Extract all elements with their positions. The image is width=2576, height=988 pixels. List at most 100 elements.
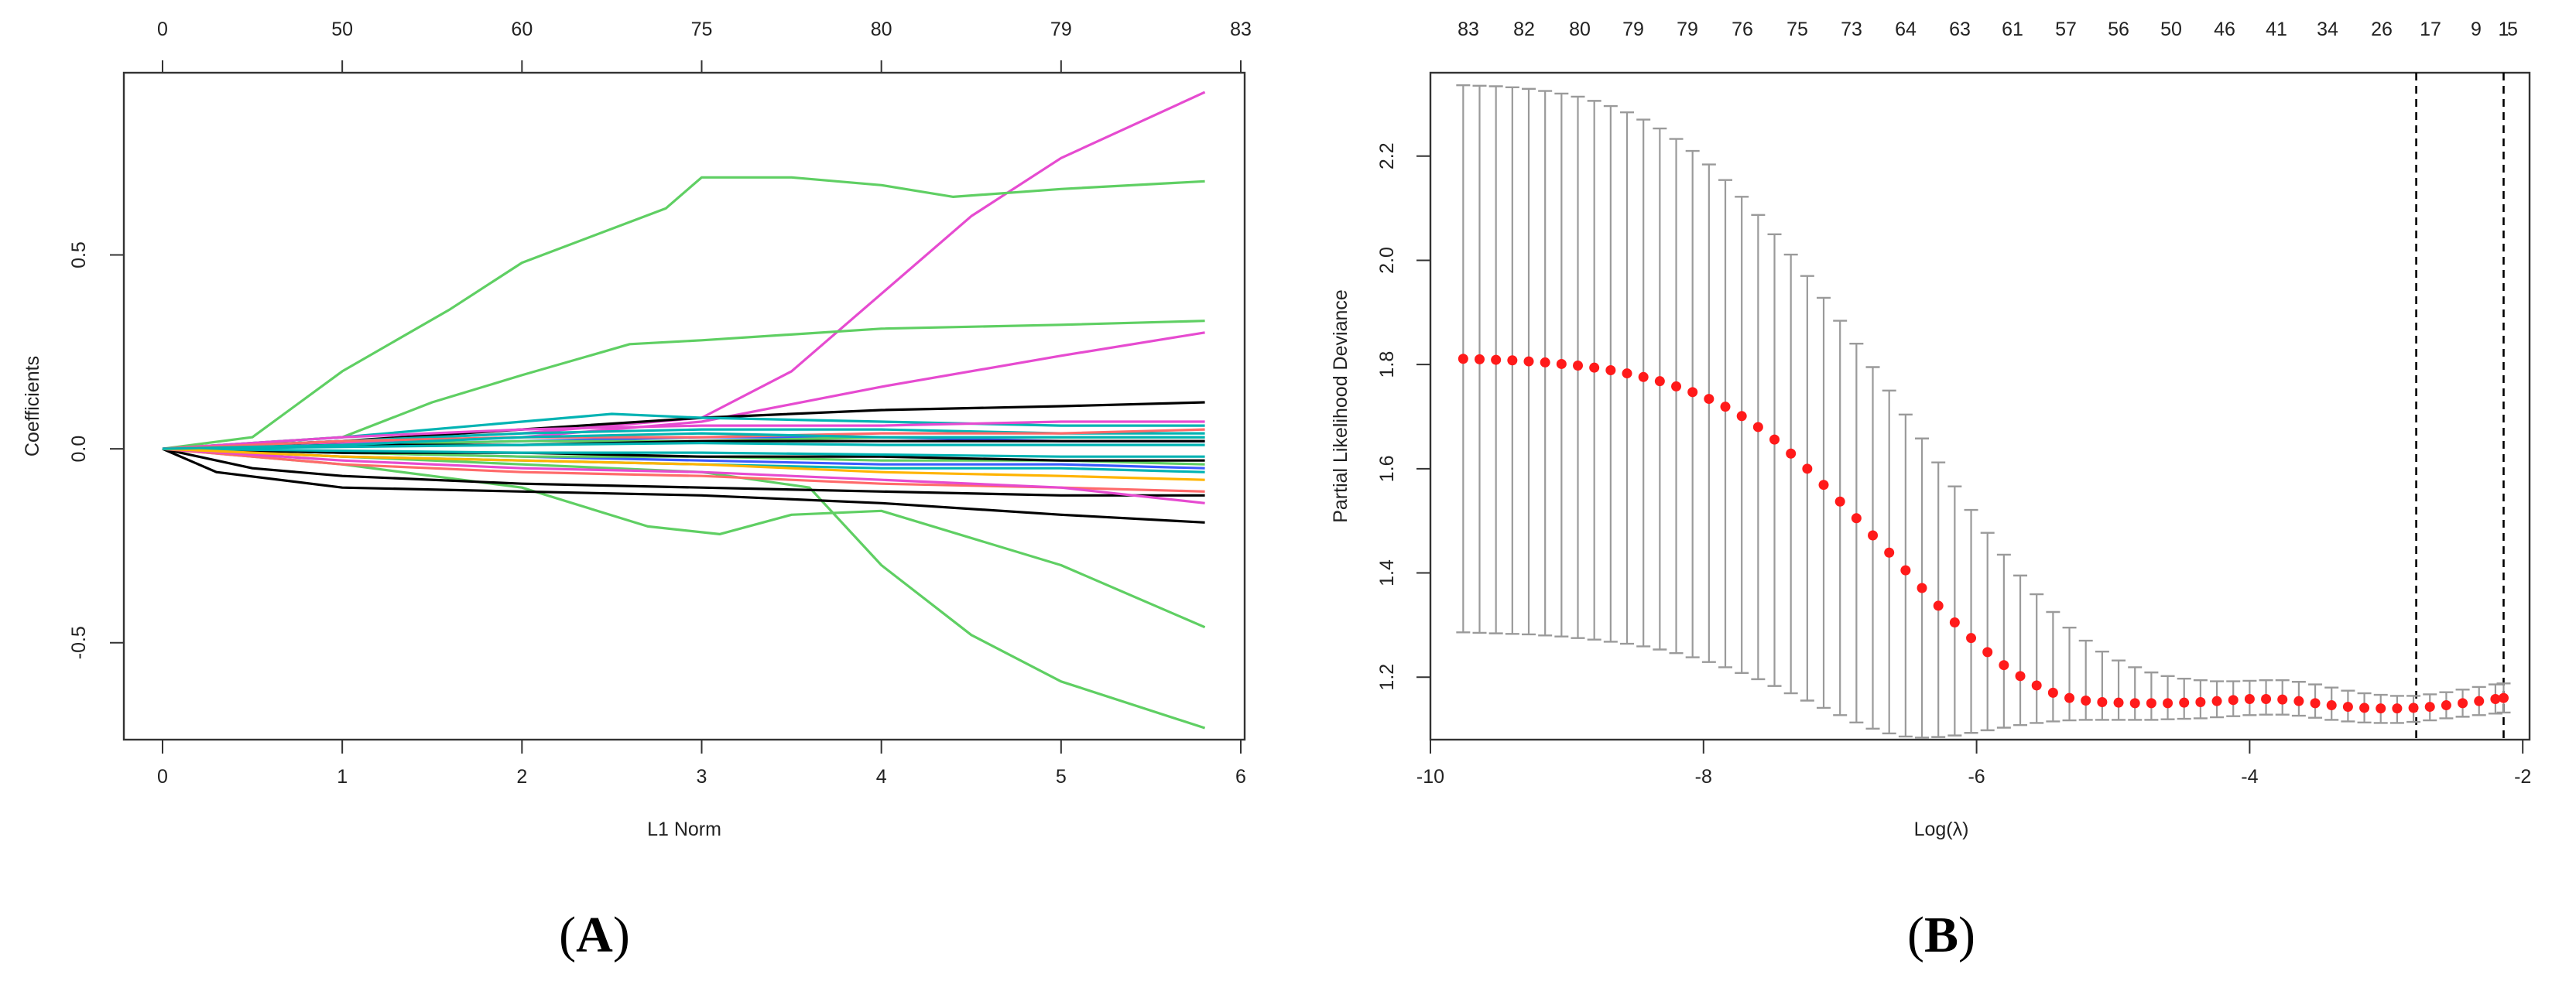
panel-b-deviance-point — [1769, 434, 1780, 445]
panel-a-x-tick-label: 6 — [1235, 766, 1246, 788]
panel-a-caption-letter: A — [576, 907, 613, 963]
panel-b-top-tick-label: 63 — [1949, 19, 1971, 40]
panel-b-deviance-point — [2441, 700, 2451, 711]
panel-b-deviance-point — [1736, 411, 1747, 422]
panel-b-deviance-point — [2211, 696, 2222, 706]
panel-b-top-tick-label: 83 — [1458, 19, 1479, 40]
panel-b-deviance-point — [1687, 387, 1698, 398]
panel-b-deviance-point — [2293, 696, 2304, 706]
panel-a-series-line-24 — [162, 428, 1205, 450]
panel-b-deviance-point — [1818, 480, 1829, 491]
panel-b-deviance-point — [2081, 695, 2091, 706]
panel-a-series-line-21 — [162, 447, 1205, 462]
panel-b-deviance-point — [1752, 422, 1763, 432]
panel-a-y-axis-label: Coefficients — [22, 356, 43, 456]
panel-a-top-tick-label: 0 — [157, 19, 168, 40]
panel-b-top-tick-label: 80 — [1569, 19, 1591, 40]
panel-b-y-tick-label: 1.8 — [1376, 351, 1398, 378]
panel-b-x-tick-label: -4 — [2241, 766, 2258, 788]
panel-a-y-tick-label: 0.5 — [68, 241, 90, 268]
panel-b-deviance-point — [2113, 697, 2124, 708]
panel-a: 0 1 2 3 4 5 6 -0.5 0.0 0.5 0 50 60 75 80 79 83 L1 Norm… — [22, 19, 1252, 963]
panel-b-deviance-point — [1622, 368, 1632, 379]
panel-b-deviance-point — [1720, 402, 1731, 412]
panel-b-deviance-point — [2408, 703, 2419, 713]
panel-b-caption: (B) — [1907, 907, 1975, 963]
panel-b-reference-lines — [2415, 73, 2505, 740]
panel-b-top-tick-label: 26 — [2371, 19, 2393, 40]
panel-b-deviance-point — [2195, 697, 2206, 708]
panel-b-deviance-point — [1999, 660, 2009, 671]
panel-b-deviance-point — [1949, 617, 1960, 627]
panel-a-x-tick-label: 1 — [337, 766, 348, 788]
panel-b-deviance-point — [1933, 600, 1944, 611]
panel-b-x-tick-label: -2 — [2514, 766, 2531, 788]
panel-b-deviance-point — [1573, 360, 1584, 371]
panel-b-deviance-point — [2064, 692, 2075, 703]
panel-b-y-tick-label: 1.6 — [1376, 455, 1398, 482]
panel-b-deviance-point — [2146, 698, 2156, 709]
panel-b-deviance-point — [2326, 700, 2337, 711]
panel-a-series-line-26 — [162, 432, 1205, 450]
panel-b-x-tick-label: -10 — [1416, 766, 1444, 788]
panel-b-caption-letter: B — [1924, 907, 1958, 963]
panel-b-top-tick-label: 73 — [1841, 19, 1862, 40]
panel-b-deviance-point — [1982, 647, 1993, 658]
panel-a-series-line-5 — [162, 447, 1206, 629]
panel-b-deviance-point — [2047, 687, 2058, 698]
panel-b-deviance-point — [1523, 356, 1534, 367]
panel-b-deviance-point — [1638, 371, 1649, 382]
panel-b-plot-frame — [1429, 71, 2531, 741]
panel-b-deviance-point — [2244, 693, 2255, 704]
panel-a-series-line-16 — [162, 420, 1205, 450]
panel-a-top-tick-label: 50 — [331, 19, 353, 40]
panel-b-deviance-point — [2359, 703, 2370, 713]
panel-a-series-line-3 — [162, 320, 1205, 450]
panel-b-deviance-point — [1556, 358, 1567, 369]
panel-b-top-tick-label: 50 — [2160, 19, 2182, 40]
panel-b-deviance-point — [2015, 671, 2026, 682]
panel-a-series-line-10 — [162, 412, 1205, 450]
panel-b-deviance-point — [2498, 692, 2509, 703]
panel-b-deviance-point — [2458, 698, 2468, 709]
panel-b-y-ticks: 1.2 1.4 1.6 1.8 2.0 2.2 — [1376, 142, 1430, 691]
panel-b-top-tick-label: 61 — [2002, 19, 2023, 40]
panel-b-deviance-point — [2277, 694, 2288, 705]
panel-b-top-tick-label: 5 — [2507, 19, 2518, 40]
panel-b-y-tick-label: 2.0 — [1376, 247, 1398, 274]
panel-b-top-tick-label: 75 — [1786, 19, 1808, 40]
panel-b-deviance-point — [1704, 394, 1714, 405]
panel-a-series-line-6 — [162, 447, 1206, 730]
panel-b-deviance-point — [1917, 583, 1927, 593]
panel-b-y-tick-label: 1.4 — [1376, 559, 1398, 586]
panel-b-y-axis-label: Partial Likelihood Deviance — [1330, 289, 1351, 523]
panel-b-top-tick-label: 56 — [2108, 19, 2129, 40]
panel-a-top-tick-label: 60 — [511, 19, 533, 40]
panel-b-deviance-point — [1834, 496, 1845, 507]
panel-b-deviance-point — [1540, 357, 1550, 368]
panel-a-x-tick-label: 0 — [157, 766, 168, 788]
panel-b-top-tick-label: 1 — [2499, 19, 2509, 40]
panel-b-top-ticks: 83 82 80 79 79 76 75 73 64 63 61 57 56 50 46 41 34 26 17 9 5… — [1458, 19, 2518, 40]
panel-b-deviance-point — [2179, 697, 2190, 708]
panel-a-y-tick-label: -0.5 — [68, 626, 90, 659]
panel-a-series-line-9 — [162, 447, 1205, 497]
panel-b-top-tick-label: 79 — [1622, 19, 1644, 40]
panel-b-top-tick-label: 57 — [2055, 19, 2077, 40]
panel-b-deviance-point — [2261, 693, 2272, 704]
panel-b-top-tick-label: 64 — [1895, 19, 1917, 40]
panel-b-deviance-point — [1589, 362, 1600, 373]
panel-b-deviance-point — [2474, 696, 2485, 706]
panel-b-deviance-point — [1671, 381, 1682, 391]
panel-b-deviance-point — [2031, 680, 2042, 691]
panel-b-deviance-point — [2490, 693, 2501, 704]
panel-b-points — [1458, 354, 2509, 714]
panel-a-x-tick-label: 3 — [697, 766, 707, 788]
panel-a-series-line-25 — [162, 447, 1205, 481]
panel-b-deviance-point — [1458, 354, 1468, 364]
panel-b-top-tick-label: 41 — [2266, 19, 2287, 40]
panel-b-deviance-point — [1786, 448, 1797, 459]
panel-b-deviance-point — [1900, 565, 1911, 576]
